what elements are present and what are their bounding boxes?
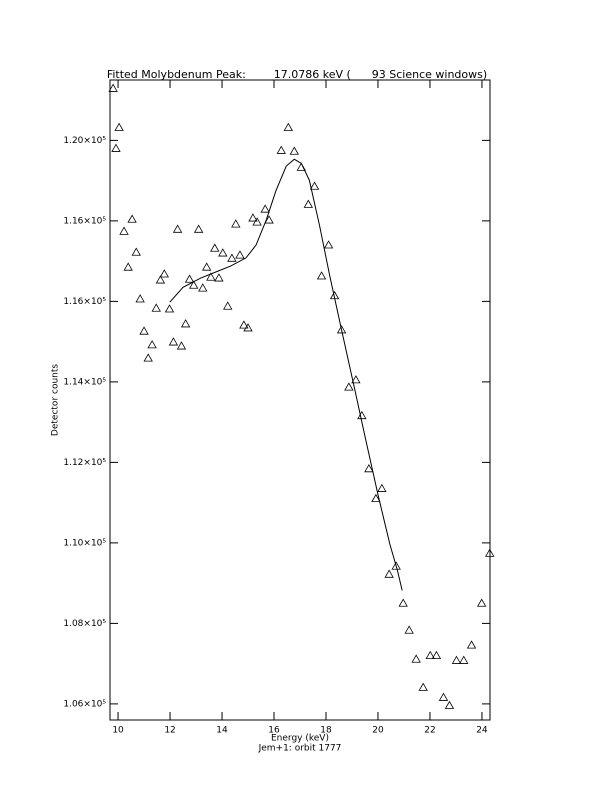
x-tick-label: 12 <box>164 726 175 736</box>
data-point <box>404 625 414 634</box>
data-point <box>108 83 118 92</box>
x-axis-label: Energy (keV) <box>271 734 329 744</box>
data-point <box>114 122 124 131</box>
y-tick-label: 1.16×10⁵ <box>63 297 106 307</box>
data-point <box>168 337 179 346</box>
data-point <box>431 650 442 659</box>
plot-frame <box>109 79 491 721</box>
data-point <box>214 273 224 282</box>
data-point <box>143 353 153 362</box>
x-tick-label: 20 <box>372 726 384 736</box>
x-tick-label: 24 <box>476 726 488 736</box>
data-point <box>276 145 286 154</box>
data-point <box>260 204 270 213</box>
data-point <box>309 181 320 190</box>
data-point <box>223 301 233 310</box>
data-point <box>131 247 141 256</box>
data-point <box>151 303 161 312</box>
data-point <box>135 294 145 303</box>
data-point <box>418 682 428 691</box>
x-tick-label: 16 <box>268 726 280 736</box>
data-point <box>371 493 381 503</box>
y-tick-label: 1.06×10⁵ <box>63 699 106 709</box>
data-point <box>264 215 274 224</box>
data-point <box>425 650 435 659</box>
y-tick-label: 1.10×10⁵ <box>63 538 106 548</box>
data-point <box>127 214 137 223</box>
data-point <box>451 655 462 664</box>
x-tick-label: 22 <box>424 726 435 736</box>
data-point <box>384 569 394 578</box>
x-tick-label: 14 <box>216 726 228 736</box>
data-point <box>235 250 245 259</box>
data-point <box>344 382 354 391</box>
data-point <box>218 248 228 257</box>
data-point <box>193 224 204 233</box>
data-point <box>283 122 293 131</box>
data-point <box>227 253 237 262</box>
data-point <box>172 224 183 233</box>
data-point <box>323 240 334 249</box>
x-tick-label: 10 <box>112 726 124 736</box>
data-point <box>252 217 262 226</box>
y-axis-label: Detector counts <box>51 364 61 436</box>
data-point <box>176 341 187 350</box>
y-tick-label: 1.16×10⁵ <box>63 216 106 226</box>
chart-title: Fitted Molybdenum Peak: 17.0786 keV ( 93… <box>107 68 487 81</box>
data-point <box>248 213 258 222</box>
x-tick-label: 18 <box>320 726 332 736</box>
y-tick-label: 1.20×10⁵ <box>63 136 106 146</box>
data-point <box>476 598 487 607</box>
data-point <box>210 243 220 252</box>
data-point <box>180 319 191 328</box>
data-point <box>391 561 401 570</box>
data-point <box>336 325 347 334</box>
subtitle: Jem+1: orbit 1777 <box>258 744 342 754</box>
data-point <box>364 464 374 473</box>
data-point <box>119 226 129 235</box>
data-point <box>316 271 327 280</box>
data-point <box>198 283 208 292</box>
fit-line <box>169 158 403 591</box>
data-point <box>289 146 299 155</box>
data-point <box>201 262 212 271</box>
data-point <box>139 326 149 335</box>
data-point <box>357 410 367 420</box>
data-point <box>159 269 170 278</box>
data-point <box>459 655 469 664</box>
data-point <box>239 320 249 329</box>
data-point <box>485 548 495 557</box>
data-point <box>411 654 421 663</box>
data-point <box>206 272 216 281</box>
data-point <box>351 375 361 384</box>
y-tick-label: 1.12×10⁵ <box>63 458 106 468</box>
data-point <box>147 340 157 349</box>
data-point <box>466 640 477 649</box>
y-tick-label: 1.08×10⁵ <box>63 619 106 629</box>
data-point <box>164 304 175 313</box>
data-point <box>184 274 195 283</box>
data-point <box>123 262 133 271</box>
data-point <box>398 598 408 607</box>
data-point <box>438 692 449 701</box>
y-tick-label: 1.14×10⁵ <box>63 377 106 387</box>
data-point <box>444 700 455 709</box>
data-point <box>231 219 241 228</box>
data-point <box>189 280 199 289</box>
data-point <box>155 275 166 284</box>
data-point <box>111 143 121 152</box>
data-point <box>303 199 314 208</box>
data-point <box>377 483 387 492</box>
data-point <box>243 323 253 332</box>
